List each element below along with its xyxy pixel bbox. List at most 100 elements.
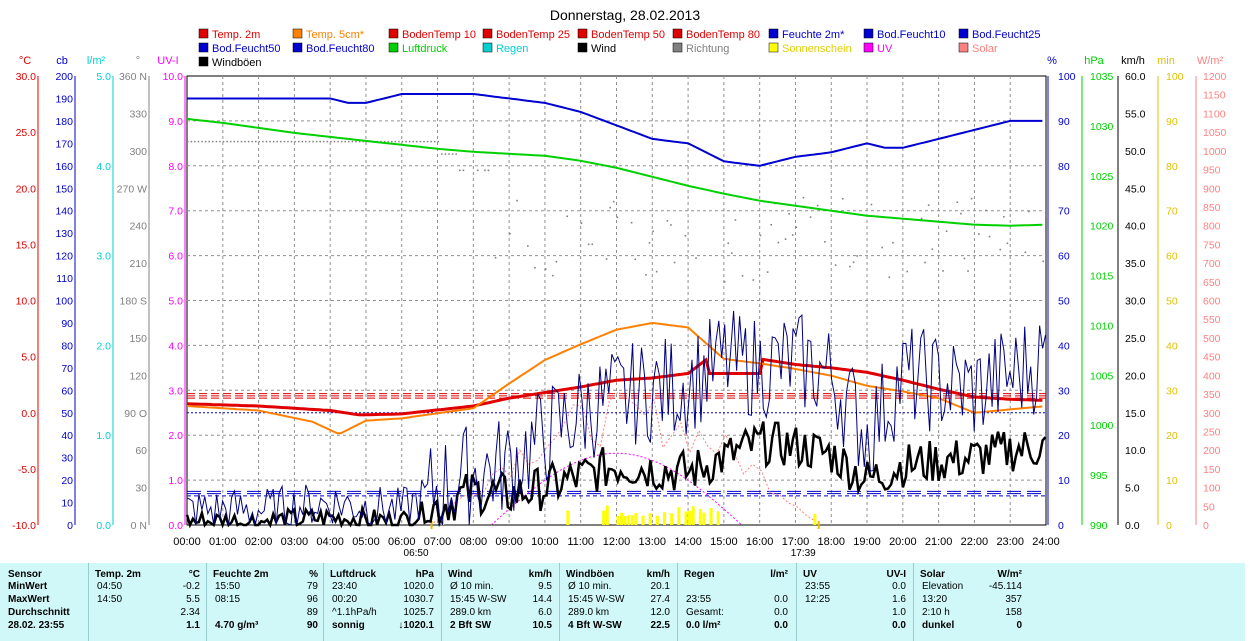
direction-point [795, 226, 798, 228]
direction-point [752, 279, 755, 281]
axis-tick-label: 60 [135, 445, 147, 457]
axis-tick-label: 25.0 [1125, 333, 1146, 345]
axis-tick-label: 0.0 [168, 520, 183, 532]
axis-tick-label: 0 [1058, 520, 1064, 532]
axis-tick-label: 15.0 [1125, 408, 1146, 420]
stats-value: 89 [306, 607, 318, 618]
sunshine-bar [709, 508, 713, 525]
stats-value: 9.5 [538, 581, 552, 592]
stats-value: 1030.7 [403, 594, 434, 605]
axis-tick-label: 40 [1058, 340, 1070, 352]
direction-point [362, 140, 364, 143]
direction-point [927, 204, 930, 206]
stats-unit: km/h [528, 569, 552, 580]
axis-tick-label: 1.0 [168, 475, 183, 487]
axis-tick-label: 800 [1203, 221, 1221, 233]
stats-sub-label: dunkel [922, 620, 955, 631]
direction-point [673, 261, 676, 264]
direction-point [770, 223, 773, 226]
x-tick-label: 23:00 [996, 536, 1024, 548]
axis-tick-label: 20 [1058, 430, 1070, 442]
axis-tick-label: 1000 [1203, 146, 1227, 158]
legend-swatch [577, 28, 588, 39]
direction-point [280, 140, 282, 143]
sunshine-bar [691, 506, 695, 525]
stats-header: Windböen [566, 569, 615, 580]
x-tick-label: 14:00 [674, 536, 702, 548]
stats-value: 158 [1005, 607, 1022, 618]
stats-value: 20.1 [650, 581, 670, 592]
legend-swatch [672, 28, 683, 39]
stats-sub-label: Gesamt: [686, 607, 724, 618]
direction-point [741, 275, 744, 277]
axis-tick-label: 20 [1166, 430, 1178, 442]
direction-point [301, 140, 304, 143]
axis-unit-label: UV-I [157, 55, 178, 67]
axis-unit-label: l/m² [87, 55, 106, 67]
weather-chart: Donnerstag, 28.02.2013 Temp. 2m Temp. 5cm… [12, 7, 1227, 559]
axis-tick-label: 50 [1203, 501, 1215, 513]
axis-unit-label: cb [56, 55, 68, 67]
direction-point [630, 221, 633, 224]
legend-label: Feuchte 2m* [782, 29, 845, 41]
stats-value: ↓1020.1 [398, 620, 434, 631]
axis-tick-label: 110 [56, 273, 73, 285]
axis-tick-label: 1.0 [96, 430, 111, 442]
x-tick-label: 17:00 [782, 536, 810, 548]
stats-value: 0 [1016, 620, 1022, 631]
direction-point [451, 153, 454, 155]
direction-point [419, 140, 422, 143]
stats-sub-label: 14:50 [97, 594, 123, 605]
direction-point [731, 252, 733, 254]
direction-point [276, 140, 278, 143]
direction-point [684, 234, 687, 237]
axis-tick-label: 1200 [1203, 71, 1227, 83]
axis-tick-label: 30 [1058, 385, 1070, 397]
direction-point [856, 255, 858, 257]
stats-unit: % [309, 569, 318, 580]
stats-header: Sensor [8, 569, 42, 580]
axis-tick-label: 70 [1058, 206, 1070, 218]
x-tick-label: 13:00 [639, 536, 667, 548]
axis-tick-label: 210 [129, 258, 147, 270]
x-tick-label: 11:00 [567, 536, 594, 548]
direction-point [888, 276, 891, 279]
direction-point [255, 140, 257, 143]
direction-point [308, 140, 311, 143]
direction-point [727, 242, 730, 244]
axis-tick-label: 80 [1166, 161, 1178, 173]
axis-tick-label: 10.0 [16, 296, 37, 308]
axis-tick-label: 10 [1058, 475, 1070, 487]
sunshine-bar [634, 513, 638, 525]
axis-tick-label: 850 [1203, 202, 1221, 214]
stats-header: Wind [448, 569, 473, 580]
axis-tick-label: 90 [1058, 116, 1070, 128]
x-tick-label: 16:00 [746, 536, 774, 548]
axis-tick-label: 100 [55, 296, 73, 308]
legend-label: UV [877, 43, 893, 55]
stats-row-label: MinWert [8, 581, 48, 592]
stats-sub-label: 4.70 g/m³ [215, 620, 259, 631]
stats-value: 357 [1005, 594, 1022, 605]
legend-label: BodenTemp 25 [496, 29, 570, 41]
stats-value: -45.114 [988, 581, 1022, 592]
stats-unit: hPa [415, 569, 434, 580]
direction-point [931, 248, 934, 251]
legend-label: Richtung [686, 43, 729, 55]
direction-point [970, 197, 973, 200]
legend-swatch [292, 42, 303, 53]
direction-point [476, 169, 479, 172]
axis-tick-label: 60 [1058, 251, 1070, 263]
direction-point [942, 270, 944, 272]
sunshine-bar [616, 515, 620, 525]
direction-point [297, 140, 300, 143]
series-line-temp-5cm- [186, 321, 1043, 435]
axis-tick-label: 240 [129, 221, 147, 233]
direction-point [788, 213, 790, 215]
direction-point [326, 140, 329, 143]
direction-point [340, 140, 343, 143]
axis-tick-label: 600 [1203, 296, 1221, 308]
axis-tick-label: 50 [1166, 296, 1178, 308]
direction-point [552, 274, 554, 277]
direction-point [566, 215, 568, 218]
